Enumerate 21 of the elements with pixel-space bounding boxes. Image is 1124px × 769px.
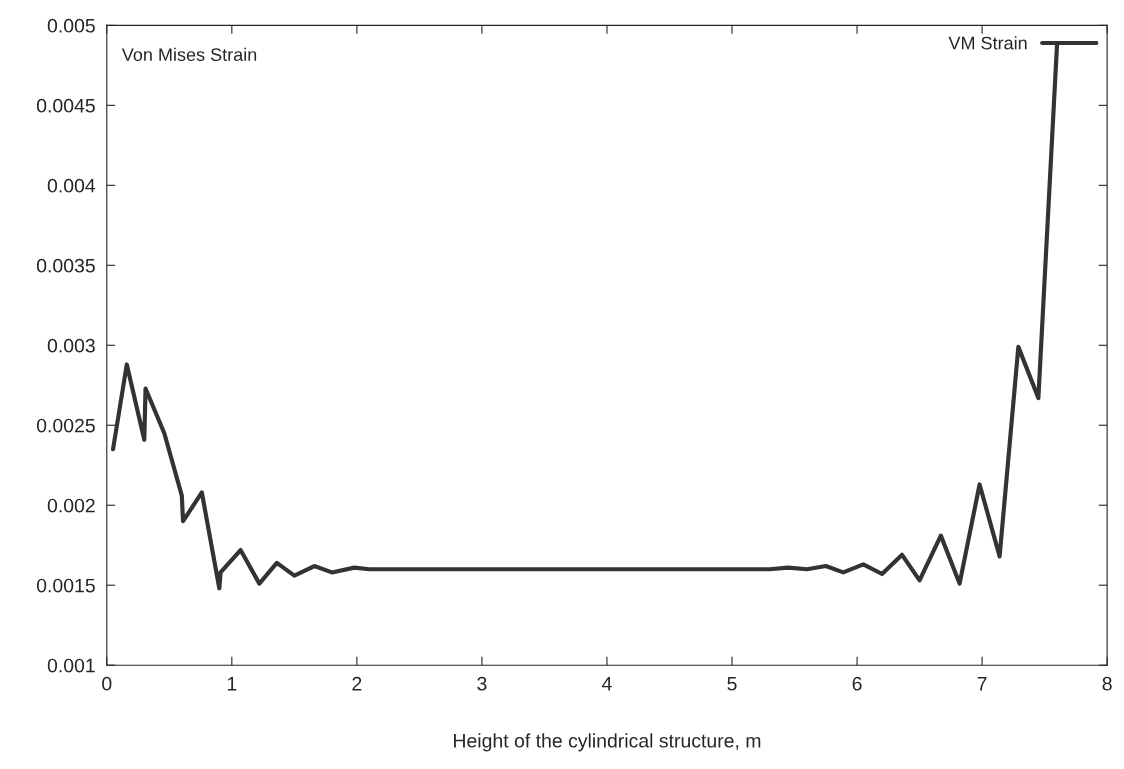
y-tick-label: 0.0025 bbox=[36, 418, 95, 433]
y-tick-label: 0.0045 bbox=[36, 98, 95, 113]
x-tick-label: 7 bbox=[977, 677, 987, 691]
y-tick-label: 0.004 bbox=[47, 178, 96, 193]
x-tick-label: 4 bbox=[602, 677, 612, 691]
x-tick-label: 6 bbox=[852, 676, 862, 691]
x-tick-label: 0 bbox=[102, 676, 112, 691]
x-tick-label: 8 bbox=[1102, 676, 1112, 691]
x-tick-label: 2 bbox=[352, 676, 362, 691]
y-tick-label: 0.0015 bbox=[36, 578, 95, 593]
y-tick-label: 0.002 bbox=[47, 498, 95, 513]
x-tick-label: 1 bbox=[227, 677, 237, 691]
y-tick-label: 0.003 bbox=[47, 338, 95, 353]
legend-label: VM Strain bbox=[948, 36, 1027, 50]
x-axis-title: Height of the cylindrical structure, m bbox=[454, 733, 761, 752]
x-tick-label: 3 bbox=[477, 676, 487, 691]
annotation: Von Mises Strain bbox=[121, 47, 257, 62]
y-tick-label: 0.0035 bbox=[36, 258, 95, 273]
y-tick-label: 0.005 bbox=[47, 18, 95, 33]
x-tick-label: 5 bbox=[727, 677, 737, 691]
y-tick-label: 0.001 bbox=[47, 658, 95, 673]
